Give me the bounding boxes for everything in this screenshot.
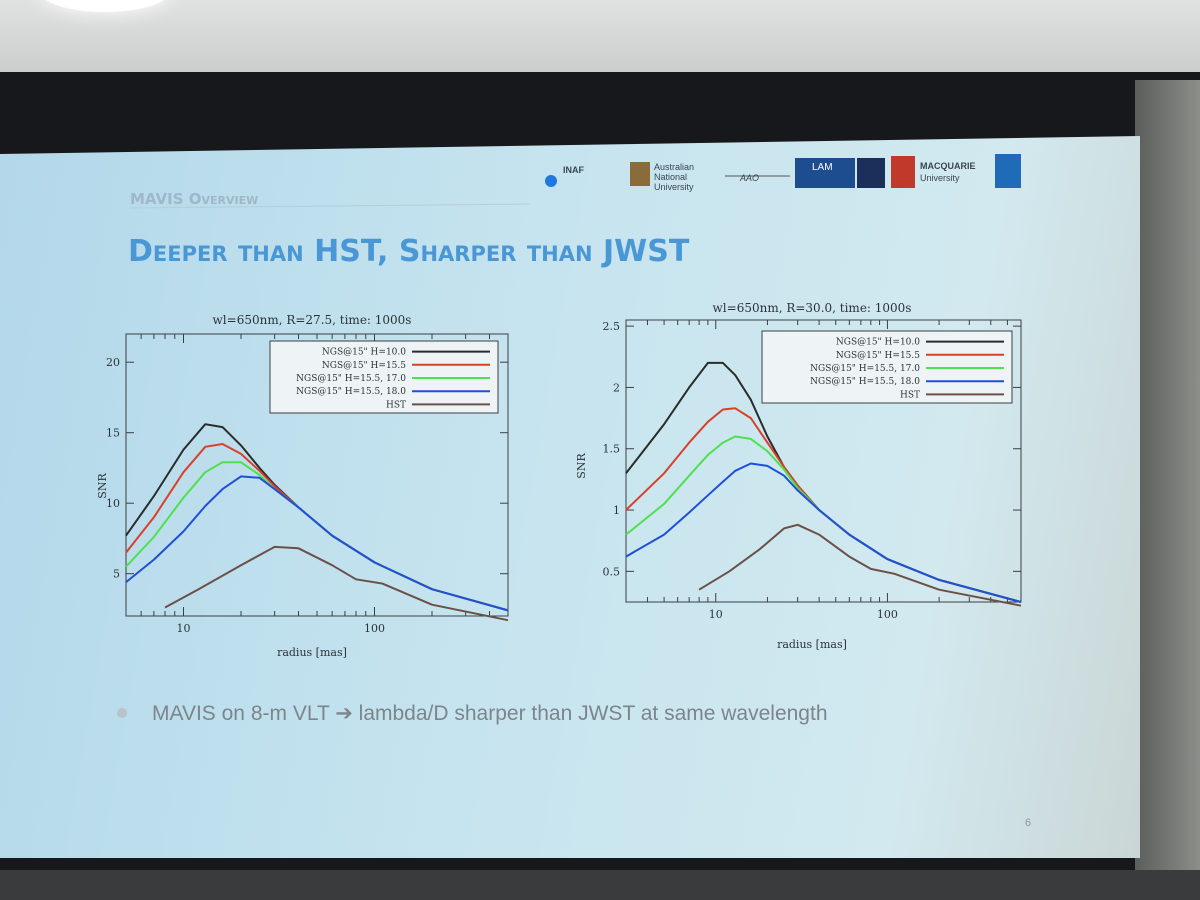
legend-label: NGS@15" H=15.5 — [836, 351, 920, 361]
x-axis-label: radius [mas] — [777, 638, 847, 651]
y-tick-label: 20 — [106, 356, 120, 369]
macquarie-logo-line-1: MACQUARIE — [920, 161, 976, 171]
y-axis-label: SNR — [96, 473, 109, 499]
macquarie-logo-line-2: University — [920, 173, 960, 183]
legend-label: HST — [386, 400, 406, 410]
room-wall — [0, 0, 1200, 80]
bullet-point: MAVIS on 8-m VLT ➔ lambda/D sharper than… — [152, 702, 828, 725]
legend-label: NGS@15" H=10.0 — [322, 348, 406, 358]
snr-chart-r30-0: wl=650nm, R=30.0, time: 1000s radius [ma… — [575, 301, 1022, 651]
y-tick-label: 1 — [613, 504, 620, 517]
logo-strip: INAF Australian National University AAO … — [545, 154, 1021, 192]
legend-label: HST — [900, 390, 920, 400]
university-crest-icon — [995, 154, 1021, 188]
legend-label: NGS@15" H=15.5, 17.0 — [810, 364, 920, 374]
slide-canvas: INAF Australian National University AAO … — [96, 154, 1031, 829]
bullet-dot-icon — [117, 708, 127, 718]
x-tick-label: 100 — [364, 622, 385, 635]
series-line — [125, 475, 509, 612]
y-tick-label: 2 — [613, 381, 620, 394]
y-tick-label: 2.5 — [603, 320, 621, 333]
y-tick-label: 5 — [113, 568, 120, 581]
right-wall — [1135, 80, 1200, 900]
anu-logo-line-2: National — [654, 172, 687, 182]
series-line — [698, 523, 1022, 607]
legend-label: NGS@15" H=15.5 — [322, 361, 406, 371]
macquarie-crest-icon — [891, 156, 915, 188]
inaf-logo-dot — [545, 175, 557, 187]
screen-bottom-bar — [0, 870, 1200, 900]
snr-chart-r27-5: wl=650nm, R=27.5, time: 1000s radius [ma… — [96, 313, 509, 659]
y-tick-label: 0.5 — [603, 565, 621, 578]
plot-frame — [625, 319, 1022, 603]
x-tick-label: 10 — [709, 608, 723, 621]
series-line — [125, 443, 509, 612]
page-number: 6 — [1025, 817, 1031, 829]
y-tick-label: 1.5 — [603, 443, 621, 456]
legend-label: NGS@15" H=15.5, 18.0 — [296, 387, 406, 397]
series-line — [125, 423, 509, 612]
x-axis-label: radius [mas] — [277, 646, 347, 659]
ceiling-lamp — [40, 0, 170, 12]
x-tick-label: 10 — [176, 622, 190, 635]
series-line — [625, 407, 1022, 603]
section-label: MAVIS Overview — [130, 190, 258, 208]
section-underline — [129, 203, 531, 209]
series-line — [164, 545, 509, 622]
legend-label: NGS@15" H=15.5, 17.0 — [296, 374, 406, 384]
chart-title: wl=650nm, R=30.0, time: 1000s — [713, 301, 912, 315]
legend-label: NGS@15" H=10.0 — [836, 338, 920, 348]
series-line — [625, 435, 1022, 603]
lam-logo-box — [795, 158, 855, 188]
anu-logo-line-3: University — [654, 182, 694, 192]
y-tick-label: 15 — [106, 427, 120, 440]
slide-title: Deeper than HST, Sharper than JWST — [128, 234, 690, 269]
projected-slide: INAF Australian National University AAO … — [0, 136, 1140, 858]
series-line — [125, 461, 509, 612]
chart-title: wl=650nm, R=27.5, time: 1000s — [213, 313, 412, 327]
series-line — [625, 462, 1022, 603]
aao-logo-text: AAO — [739, 173, 759, 183]
lam-star-icon — [857, 158, 885, 188]
legend-label: NGS@15" H=15.5, 18.0 — [810, 377, 920, 387]
x-tick-label: 100 — [877, 608, 898, 621]
inaf-logo-text: INAF — [563, 165, 584, 175]
anu-logo-line-1: Australian — [654, 162, 694, 172]
anu-crest-icon — [630, 162, 650, 186]
y-axis-label: SNR — [575, 453, 588, 479]
lam-logo-text: LAM — [812, 162, 833, 173]
y-tick-label: 10 — [106, 497, 120, 510]
